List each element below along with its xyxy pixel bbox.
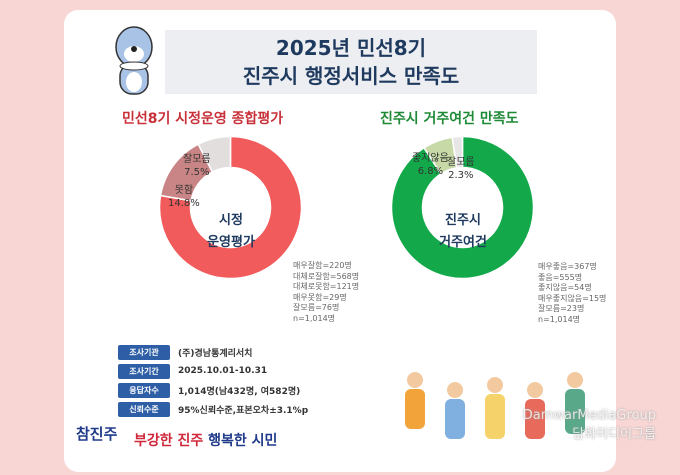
info-row: 응답자수 1,014명(남432명, 여582명) xyxy=(118,381,308,399)
info-row: 조사기관 (주)경남통계리서치 xyxy=(118,343,308,361)
right-donut-chart xyxy=(390,135,535,280)
info-row: 조사기간 2025.10.01-10.31 xyxy=(118,362,308,380)
left-legend: 매우잘함=220명 대체로잘함=568명 대체로못함=121명 매우못함=29명 잘모름… xyxy=(293,261,360,323)
donut-slice-잘모름 xyxy=(197,135,232,173)
right-main-label: 좋음 90.9% xyxy=(424,289,494,304)
donut-slice-잘함 xyxy=(158,135,303,280)
left-chart-center-label: 시정 운영평가 xyxy=(207,213,255,250)
page-title: 2025년 민선8기 진주시 행정서비스 만족도 xyxy=(242,36,460,88)
right-dk-label: 잘모름 2.3% xyxy=(447,157,475,181)
left-donut-chart xyxy=(158,135,303,280)
left-chart-heading: 민선8기 시정운영 종합평가 xyxy=(122,111,284,127)
donut-slice-잘모름 xyxy=(451,135,464,169)
watermark: DamwarMediaGroup 담화미디어그룹 xyxy=(522,408,656,442)
left-bad-label: 못함 14.8% xyxy=(168,185,200,209)
donut-slice-좋음 xyxy=(390,135,535,280)
left-main-label: 잘함 77.7% xyxy=(178,289,248,304)
slogan: 부강한 진주 행복한 시민 xyxy=(134,433,278,449)
right-bad-label: 좋지않음 6.8% xyxy=(412,153,449,177)
jinju-logo: 참진주 xyxy=(76,425,118,443)
right-chart-heading: 진주시 거주여건 만족도 xyxy=(380,111,519,127)
mascot-otter-icon xyxy=(115,26,153,95)
right-legend: 매우좋음=367명 좋음=555명 좋지않음=54명 매우좋지않음=15명 잘모름=23… xyxy=(538,262,607,324)
left-dk-label: 잘모름 7.5% xyxy=(183,154,211,178)
people-illustration-icon xyxy=(405,372,585,439)
title-box xyxy=(165,30,537,94)
info-row: 신뢰수준 95%신뢰수준,표본오차±3.1%p xyxy=(118,400,308,418)
survey-info: 조사기관 (주)경남통계리서치 조사기간 2025.10.01-10.31 응답자수… xyxy=(118,343,308,419)
right-chart-center-label: 진주시 거주여건 xyxy=(439,213,487,250)
